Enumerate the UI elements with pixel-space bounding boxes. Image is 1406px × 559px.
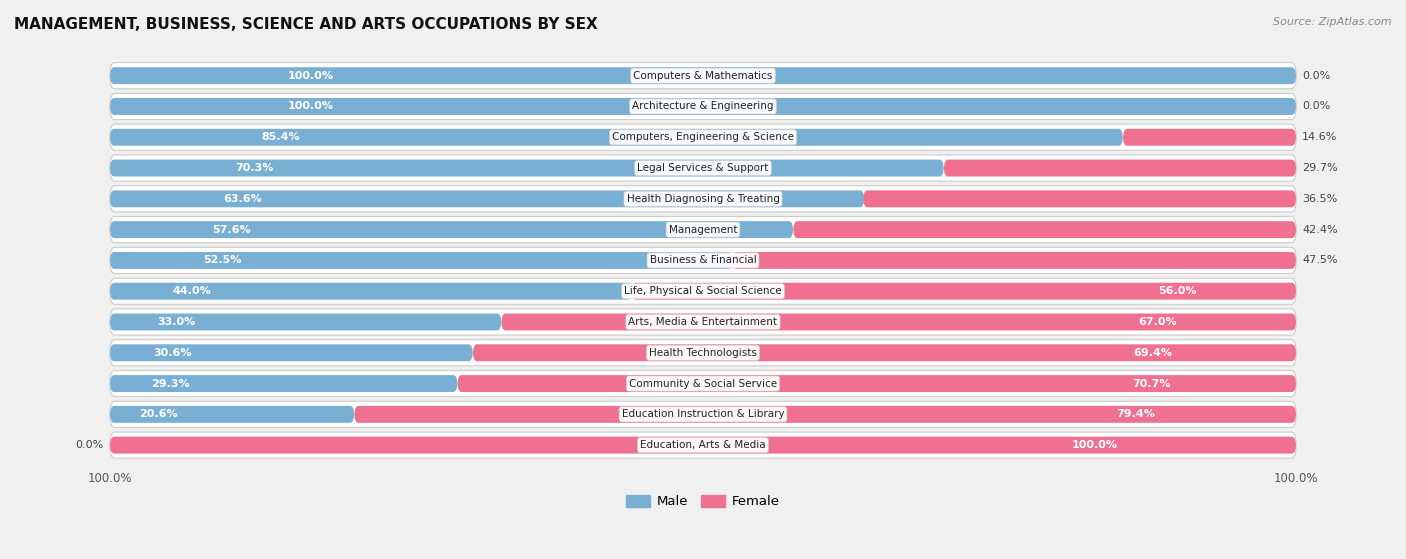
FancyBboxPatch shape <box>793 221 1296 238</box>
FancyBboxPatch shape <box>110 124 1296 150</box>
FancyBboxPatch shape <box>863 191 1296 207</box>
FancyBboxPatch shape <box>110 437 1296 453</box>
Text: 56.0%: 56.0% <box>1159 286 1197 296</box>
Text: Source: ZipAtlas.com: Source: ZipAtlas.com <box>1274 17 1392 27</box>
FancyBboxPatch shape <box>110 278 1296 304</box>
Text: 33.0%: 33.0% <box>157 317 195 327</box>
FancyBboxPatch shape <box>110 371 1296 397</box>
FancyBboxPatch shape <box>943 159 1296 177</box>
FancyBboxPatch shape <box>110 283 631 300</box>
FancyBboxPatch shape <box>110 98 1296 115</box>
Text: 100.0%: 100.0% <box>1073 440 1118 450</box>
Text: Life, Physical & Social Science: Life, Physical & Social Science <box>624 286 782 296</box>
Text: 42.4%: 42.4% <box>1302 225 1337 235</box>
Text: Computers, Engineering & Science: Computers, Engineering & Science <box>612 132 794 142</box>
Text: 36.5%: 36.5% <box>1302 194 1337 204</box>
FancyBboxPatch shape <box>110 340 1296 366</box>
FancyBboxPatch shape <box>110 93 1296 120</box>
FancyBboxPatch shape <box>110 314 502 330</box>
FancyBboxPatch shape <box>110 221 793 238</box>
Text: 69.4%: 69.4% <box>1133 348 1173 358</box>
Legend: Male, Female: Male, Female <box>621 490 785 514</box>
FancyBboxPatch shape <box>110 375 457 392</box>
Text: 70.3%: 70.3% <box>235 163 273 173</box>
Text: 57.6%: 57.6% <box>212 225 252 235</box>
Text: 63.6%: 63.6% <box>224 194 262 204</box>
Text: 20.6%: 20.6% <box>139 409 177 419</box>
Text: 0.0%: 0.0% <box>1302 102 1330 111</box>
FancyBboxPatch shape <box>110 309 1296 335</box>
FancyBboxPatch shape <box>733 252 1296 269</box>
FancyBboxPatch shape <box>110 155 1296 181</box>
FancyBboxPatch shape <box>110 67 1296 84</box>
Text: Business & Financial: Business & Financial <box>650 255 756 266</box>
FancyBboxPatch shape <box>110 344 472 361</box>
Text: Arts, Media & Entertainment: Arts, Media & Entertainment <box>628 317 778 327</box>
Text: Community & Social Service: Community & Social Service <box>628 378 778 389</box>
FancyBboxPatch shape <box>110 432 1296 458</box>
Text: 29.7%: 29.7% <box>1302 163 1337 173</box>
Text: 0.0%: 0.0% <box>1302 70 1330 80</box>
Text: 79.4%: 79.4% <box>1116 409 1154 419</box>
Text: 44.0%: 44.0% <box>173 286 211 296</box>
FancyBboxPatch shape <box>457 375 1296 392</box>
Text: 14.6%: 14.6% <box>1302 132 1337 142</box>
FancyBboxPatch shape <box>110 129 1123 146</box>
Text: Education Instruction & Library: Education Instruction & Library <box>621 409 785 419</box>
Text: Legal Services & Support: Legal Services & Support <box>637 163 769 173</box>
FancyBboxPatch shape <box>110 401 1296 428</box>
Text: 100.0%: 100.0% <box>288 70 333 80</box>
FancyBboxPatch shape <box>1123 129 1296 146</box>
Text: Architecture & Engineering: Architecture & Engineering <box>633 102 773 111</box>
Text: Management: Management <box>669 225 737 235</box>
Text: MANAGEMENT, BUSINESS, SCIENCE AND ARTS OCCUPATIONS BY SEX: MANAGEMENT, BUSINESS, SCIENCE AND ARTS O… <box>14 17 598 32</box>
FancyBboxPatch shape <box>110 406 354 423</box>
Text: Health Diagnosing & Treating: Health Diagnosing & Treating <box>627 194 779 204</box>
FancyBboxPatch shape <box>502 314 1296 330</box>
Text: Education, Arts & Media: Education, Arts & Media <box>640 440 766 450</box>
FancyBboxPatch shape <box>110 216 1296 243</box>
FancyBboxPatch shape <box>472 344 1296 361</box>
FancyBboxPatch shape <box>110 191 865 207</box>
Text: 30.6%: 30.6% <box>153 348 193 358</box>
FancyBboxPatch shape <box>110 63 1296 89</box>
FancyBboxPatch shape <box>110 247 1296 273</box>
Text: 52.5%: 52.5% <box>204 255 242 266</box>
Text: 0.0%: 0.0% <box>76 440 104 450</box>
Text: Health Technologists: Health Technologists <box>650 348 756 358</box>
Text: 67.0%: 67.0% <box>1139 317 1177 327</box>
FancyBboxPatch shape <box>110 159 943 177</box>
Text: Computers & Mathematics: Computers & Mathematics <box>633 70 773 80</box>
Text: 100.0%: 100.0% <box>288 102 333 111</box>
Text: 47.5%: 47.5% <box>1302 255 1337 266</box>
FancyBboxPatch shape <box>110 186 1296 212</box>
FancyBboxPatch shape <box>631 283 1296 300</box>
Text: 70.7%: 70.7% <box>1132 378 1170 389</box>
FancyBboxPatch shape <box>110 252 733 269</box>
FancyBboxPatch shape <box>354 406 1296 423</box>
Text: 29.3%: 29.3% <box>152 378 190 389</box>
Text: 85.4%: 85.4% <box>262 132 301 142</box>
